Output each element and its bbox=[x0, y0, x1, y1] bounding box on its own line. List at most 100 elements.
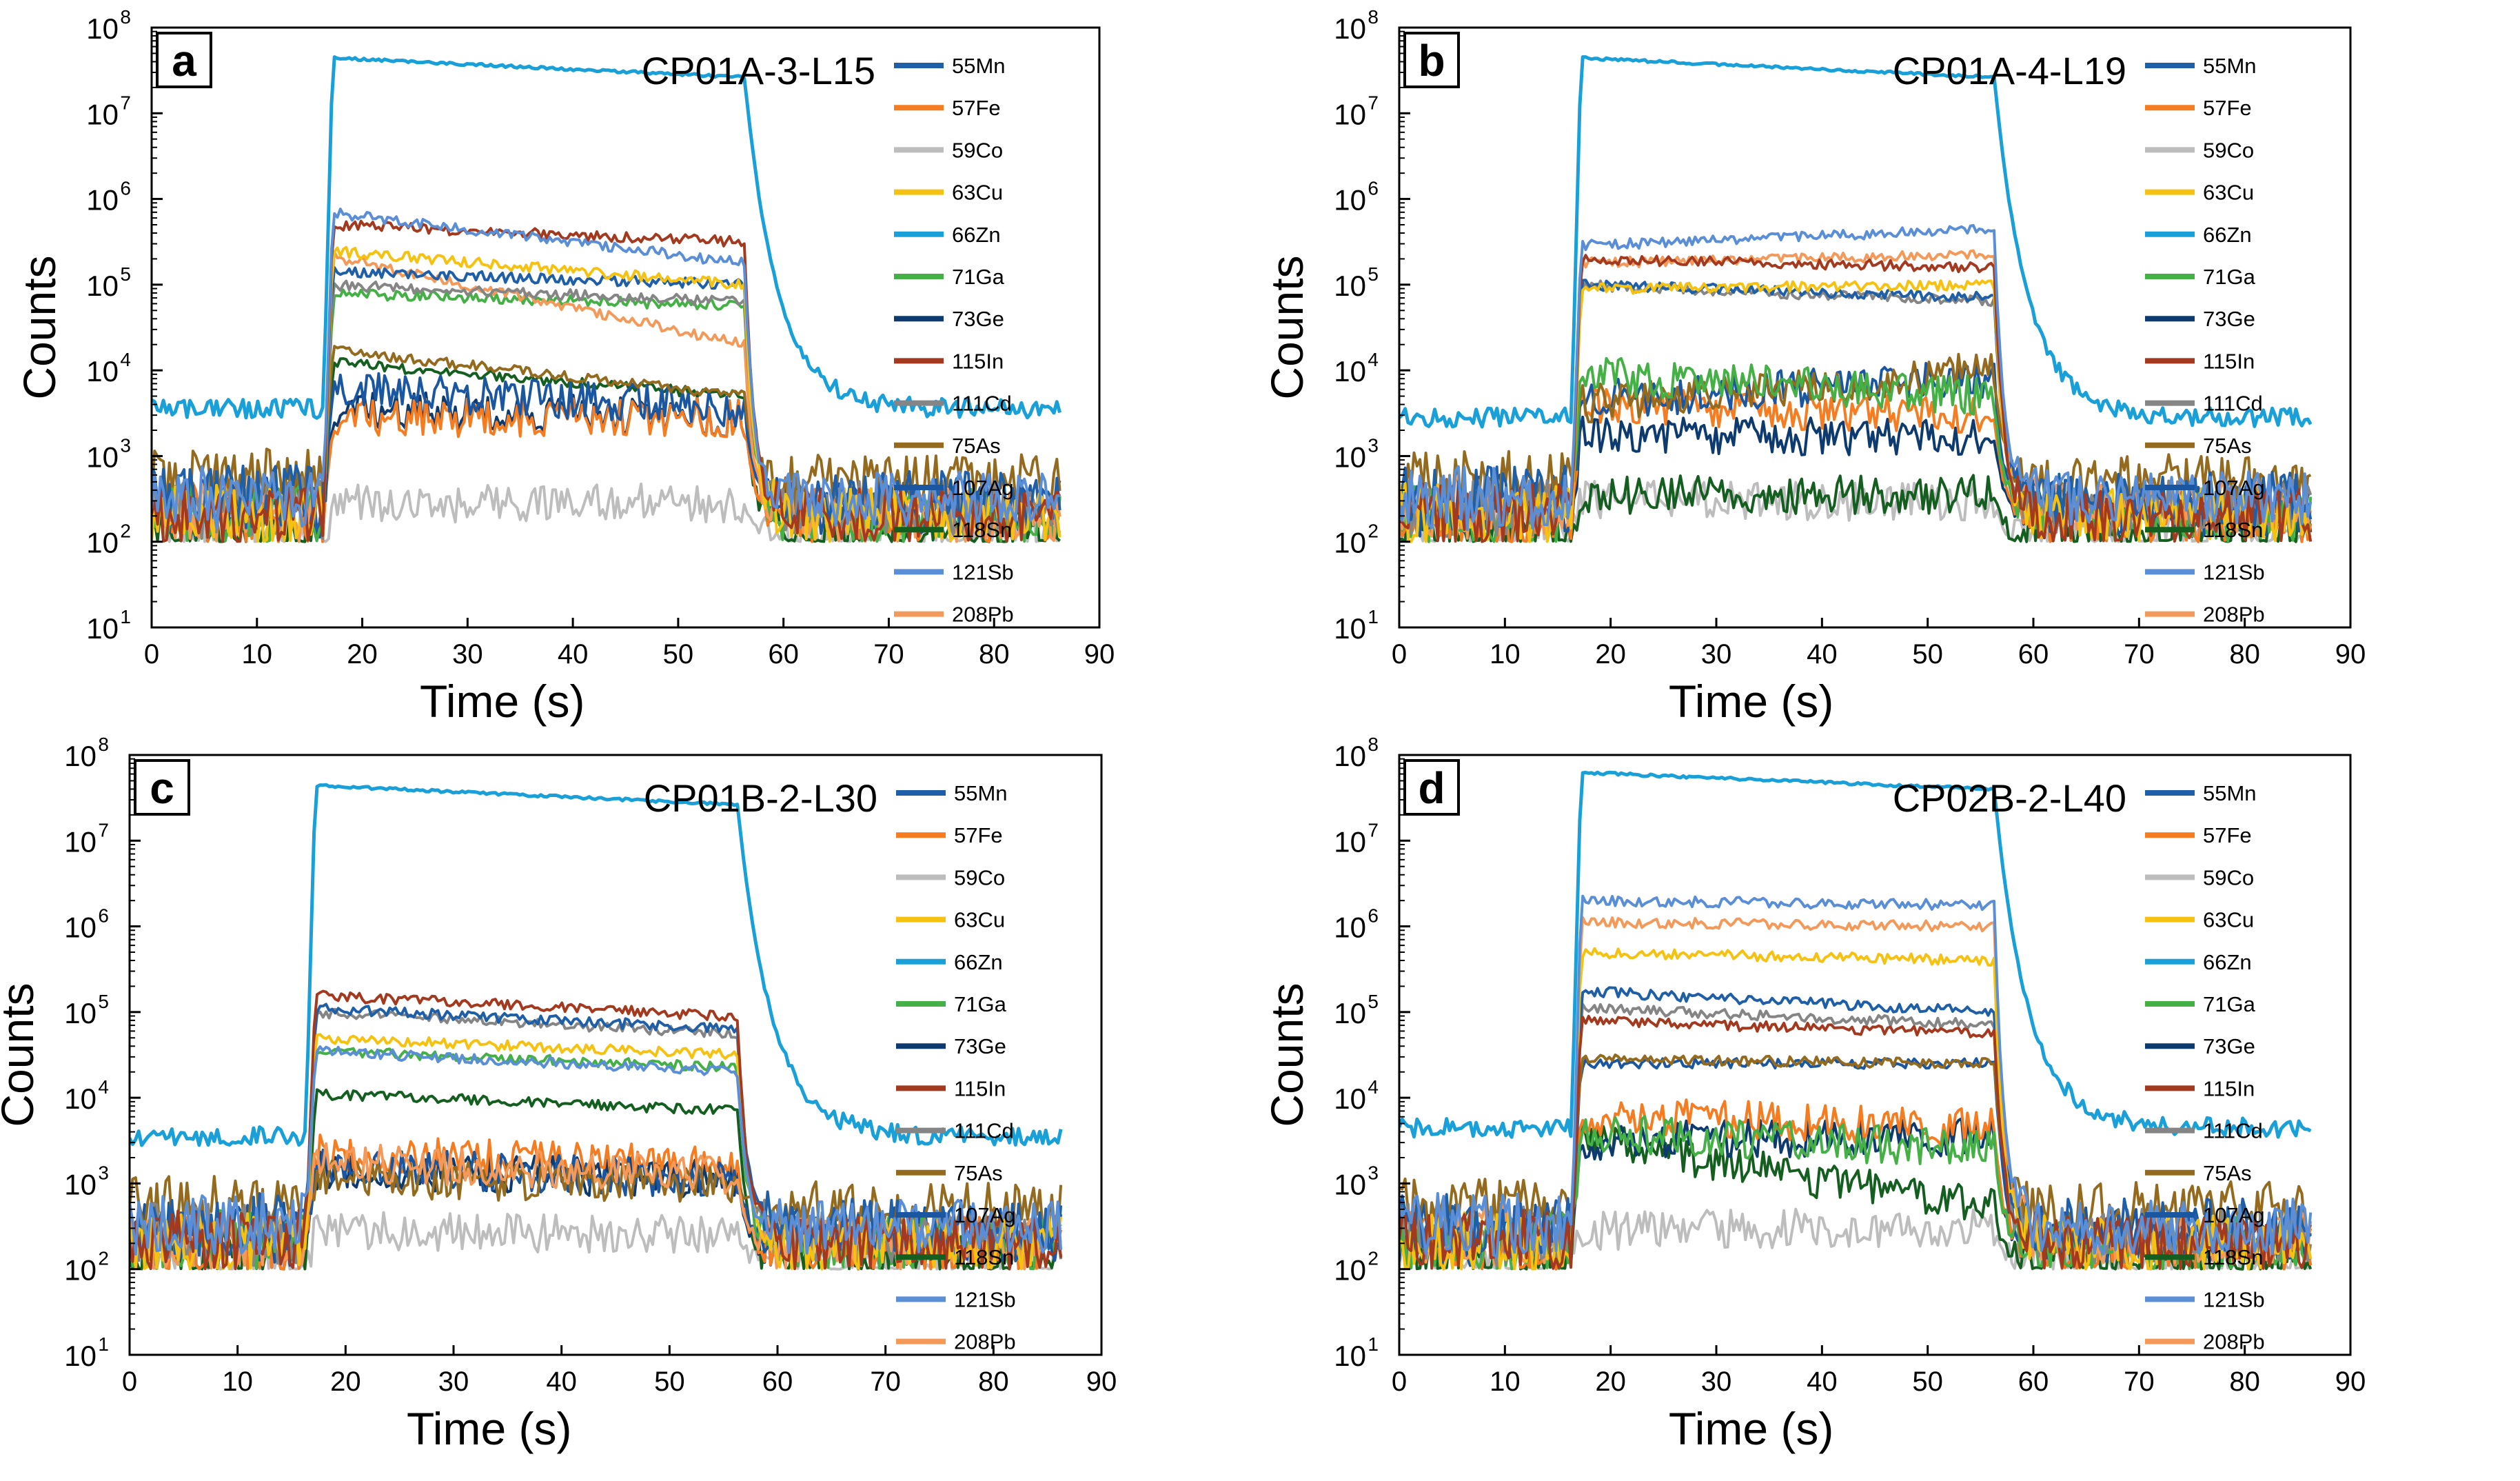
y-tick-exponent: 4 bbox=[1368, 1076, 1379, 1098]
x-axis-title: Time (s) bbox=[1669, 676, 1834, 727]
legend-label-121Sb: 121Sb bbox=[954, 1287, 1016, 1311]
y-tick-exponent: 2 bbox=[1368, 521, 1379, 542]
series-line-63Cu bbox=[152, 245, 1061, 543]
y-tick-label: 10 bbox=[64, 740, 96, 772]
y-tick-label: 10 bbox=[1334, 184, 1366, 216]
y-tick-exponent: 7 bbox=[1368, 92, 1379, 113]
y-tick-label: 10 bbox=[86, 355, 119, 387]
y-tick-exponent: 2 bbox=[120, 521, 131, 542]
y-tick-exponent: 6 bbox=[98, 905, 109, 927]
x-tick-label: 80 bbox=[978, 1367, 1009, 1397]
x-tick-label: 30 bbox=[1701, 639, 1732, 669]
legend-label-107Ag: 107Ag bbox=[952, 476, 1014, 500]
legend-label-208Pb: 208Pb bbox=[952, 603, 1014, 627]
chart-panel-a: 10 110 210 310 410 510 610 710 80 10 20 30 40 50 60 70 8… bbox=[14, 6, 1115, 727]
y-tick-exponent: 8 bbox=[98, 734, 109, 755]
legend-label-208Pb: 208Pb bbox=[954, 1330, 1016, 1354]
panel-letter-box bbox=[134, 759, 190, 816]
series-line-115In bbox=[130, 989, 1063, 1271]
x-tick-label: 40 bbox=[1807, 639, 1838, 669]
plot-frame bbox=[1398, 754, 2352, 1356]
legend-label-57Fe: 57Fe bbox=[2203, 96, 2252, 120]
y-tick-exponent: 1 bbox=[1368, 1333, 1379, 1355]
legend-label-71Ga: 71Ga bbox=[2203, 265, 2256, 289]
y-tick-label: 10 bbox=[1334, 825, 1366, 858]
y-axis-title: Counts bbox=[1261, 983, 1312, 1127]
legend-label-71Ga: 71Ga bbox=[952, 265, 1005, 289]
y-tick-label: 10 bbox=[86, 527, 119, 559]
panel-letter-box bbox=[156, 32, 212, 88]
series-line-121Sb bbox=[1399, 223, 2313, 532]
y-tick-exponent: 5 bbox=[1368, 263, 1379, 285]
chart-panel-b: 10 110 210 310 410 510 610 710 80 10 20 30 40 50 60 70 8… bbox=[1261, 6, 2366, 727]
legend-label-115In: 115In bbox=[952, 349, 1004, 373]
legend-label-107Ag: 107Ag bbox=[2203, 476, 2265, 500]
legend-label-73Ge: 73Ge bbox=[2203, 1034, 2255, 1058]
y-tick-exponent: 7 bbox=[1368, 819, 1379, 840]
legend-label-107Ag: 107Ag bbox=[2203, 1203, 2265, 1227]
x-tick-label: 10 bbox=[242, 639, 273, 669]
y-axis-title: Counts bbox=[14, 255, 65, 399]
plot-frame bbox=[150, 26, 1101, 629]
series-line-121Sb bbox=[152, 208, 1060, 530]
legend-label-57Fe: 57Fe bbox=[952, 96, 1001, 120]
x-tick-label: 20 bbox=[347, 639, 378, 669]
legend-label-121Sb: 121Sb bbox=[2203, 560, 2265, 584]
plot-frame bbox=[1398, 26, 2352, 629]
legend-label-107Ag: 107Ag bbox=[954, 1203, 1016, 1227]
x-tick-label: 10 bbox=[1490, 639, 1521, 669]
legend-label-73Ge: 73Ge bbox=[954, 1034, 1006, 1058]
x-tick-label: 80 bbox=[2229, 639, 2260, 669]
legend-label-73Ge: 73Ge bbox=[2203, 307, 2255, 331]
y-tick-exponent: 4 bbox=[120, 349, 131, 370]
y-tick-label: 10 bbox=[1334, 1168, 1366, 1200]
legend-label-73Ge: 73Ge bbox=[952, 307, 1004, 331]
x-tick-label: 50 bbox=[663, 639, 694, 669]
x-tick-label: 60 bbox=[768, 639, 799, 669]
y-tick-label: 10 bbox=[1334, 441, 1366, 473]
legend-label-118Sn: 118Sn bbox=[2203, 1245, 2263, 1269]
x-tick-label: 50 bbox=[1912, 639, 1943, 669]
y-tick-label: 10 bbox=[86, 270, 119, 302]
x-tick-label: 30 bbox=[438, 1367, 469, 1397]
x-tick-label: 50 bbox=[1912, 1367, 1943, 1397]
x-tick-label: 60 bbox=[2018, 1367, 2049, 1397]
legend-label-208Pb: 208Pb bbox=[2203, 1330, 2265, 1354]
y-tick-exponent: 5 bbox=[1368, 991, 1379, 1012]
legend-label-59Co: 59Co bbox=[2203, 138, 2254, 162]
chart-title: CP01A-3-L15 bbox=[642, 49, 875, 92]
legend-label-59Co: 59Co bbox=[952, 138, 1003, 162]
legend-label-75As: 75As bbox=[954, 1161, 1003, 1185]
y-tick-exponent: 6 bbox=[1368, 178, 1379, 199]
x-tick-label: 10 bbox=[222, 1367, 253, 1397]
chart-panel-d: 10 110 210 310 410 510 610 710 80 10 20 30 40 50 60 70 8… bbox=[1261, 734, 2366, 1454]
legend-label-57Fe: 57Fe bbox=[2203, 823, 2252, 847]
x-tick-label: 80 bbox=[979, 639, 1010, 669]
x-tick-label: 60 bbox=[762, 1367, 793, 1397]
legend-label-63Cu: 63Cu bbox=[952, 181, 1003, 205]
x-tick-label: 50 bbox=[654, 1367, 685, 1397]
legend-label-75As: 75As bbox=[952, 434, 1001, 458]
series-line-55Mn bbox=[1399, 986, 2313, 1259]
chart-title: CP02B-2-L40 bbox=[1893, 776, 2126, 820]
legend-label-66Zn: 66Zn bbox=[2203, 223, 2252, 247]
legend-label-71Ga: 71Ga bbox=[2203, 992, 2256, 1016]
chart-panel-c: 10 110 210 310 410 510 610 710 80 10 20 30 40 50 60 70 8… bbox=[0, 734, 1117, 1454]
x-axis-title: Time (s) bbox=[1669, 1403, 1834, 1454]
x-tick-label: 0 bbox=[1392, 639, 1407, 669]
y-tick-label: 10 bbox=[64, 911, 96, 944]
y-tick-label: 10 bbox=[64, 1254, 96, 1287]
panel-letter: a bbox=[172, 36, 196, 85]
legend-label-71Ga: 71Ga bbox=[954, 992, 1007, 1016]
legend-label-111Cd: 111Cd bbox=[2203, 1119, 2263, 1143]
x-tick-label: 80 bbox=[2229, 1367, 2260, 1397]
legend: 55Mn 57Fe 59Co 63Cu 66Zn 71Ga 73Ge 115In 111Cd 75… bbox=[896, 781, 1016, 1354]
y-tick-exponent: 8 bbox=[1368, 6, 1379, 28]
y-tick-exponent: 1 bbox=[1368, 606, 1379, 627]
chart-title: CP01A-4-L19 bbox=[1893, 49, 2126, 92]
legend-label-111Cd: 111Cd bbox=[952, 392, 1012, 416]
y-tick-exponent: 1 bbox=[120, 606, 131, 627]
x-tick-label: 0 bbox=[144, 639, 159, 669]
x-tick-label: 70 bbox=[870, 1367, 901, 1397]
